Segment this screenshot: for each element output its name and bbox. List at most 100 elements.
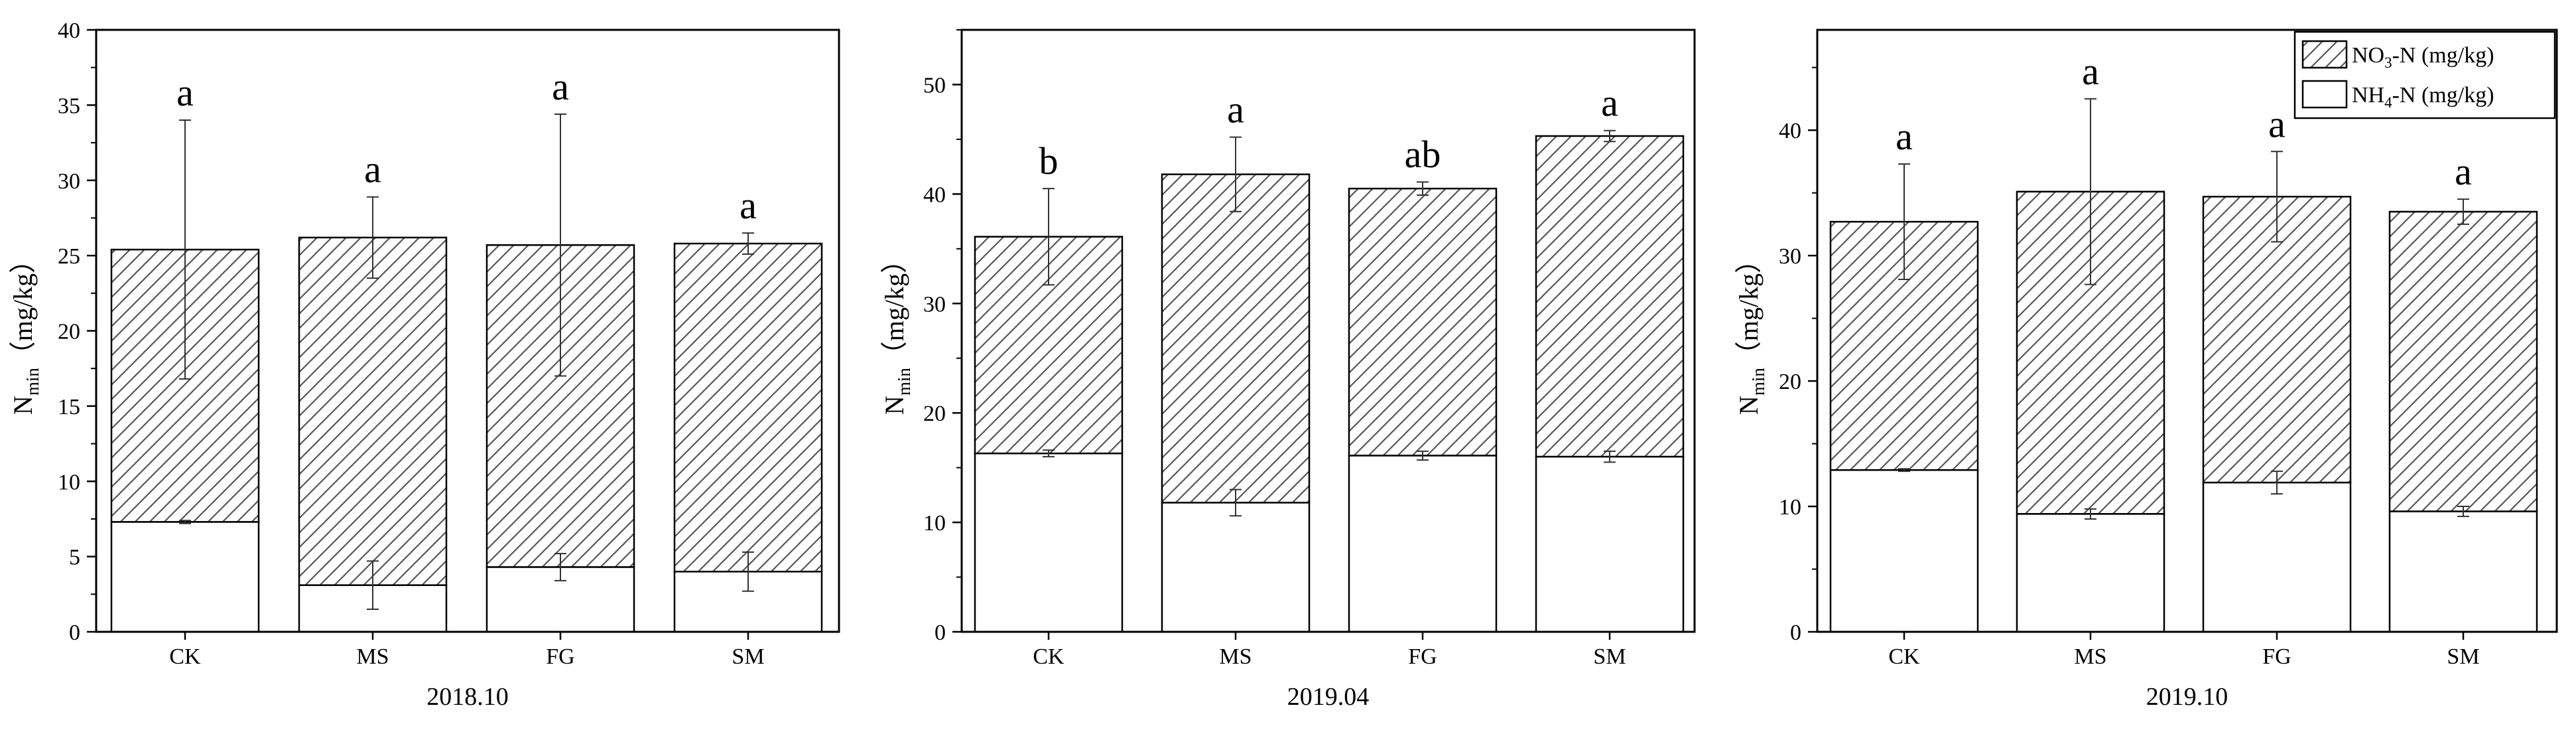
x-tick-label-sm: SM [2447,644,2479,669]
x-tick-label-sm: SM [1593,644,1626,669]
y-tick-label: 10 [923,511,946,536]
y-tick-label: 30 [1779,244,1801,269]
significance-label-sm: a [2455,150,2472,193]
y-tick-label: 0 [1790,621,1801,645]
significance-label-sm: a [740,184,757,227]
bar-no3-sm [1535,135,1685,458]
y-tick-label: 35 [58,94,80,118]
y-tick-label: 40 [1779,119,1801,143]
bar-no3-fg [1348,187,1498,457]
significance-label-ms: a [1227,88,1244,131]
chart-panel-1: a CK a MS a FG a SM 0 5 10 15 20 25 30 35 40 Nmin（mg/kg） 2… [8,19,840,711]
significance-label-ms: a [2082,50,2099,93]
error-bar-nh4-fg [1417,450,1429,461]
error-bar-no3-sm [2457,198,2469,225]
x-tick-label-fg: FG [546,644,574,669]
x-tick-label-ck: CK [1033,644,1064,669]
error-bar-no3-ck [1898,163,1910,281]
error-bar-no3-sm [1604,129,1616,143]
error-bar-no3-ms [1230,136,1242,212]
y-tick-label: 25 [58,244,80,269]
bar-no3-ms [1161,173,1311,504]
error-bar-no3-ck [179,119,191,380]
x-tick-label-fg: FG [1408,644,1437,669]
bar-nh4-ms [1161,502,1311,633]
chart-panel-2: b CK a MS ab FG a SM 0 10 20 30 40 50 Nmin（mg/kg） 2019.… [879,29,1696,711]
error-bar-nh4-ms [367,560,379,610]
y-tick-label: 20 [58,320,80,344]
y-tick-label: 20 [1779,370,1801,394]
error-bar-no3-ms [2085,98,2096,285]
x-tick-label-ms: MS [2074,644,2106,669]
chart-panel-3: a CK a MS a FG a SM 0 10 20 30 40 Nmin（mg/kg） 2019.10 [1734,29,2558,711]
bar-no3-sm [2388,210,2538,512]
y-axis-label: Nmin（mg/kg） [879,247,914,415]
bar-nh4-ms [2016,513,2165,633]
significance-label-ck: b [1039,139,1059,183]
y-tick-label: 20 [923,402,946,426]
bar-no3-fg [2202,196,2352,484]
legend-swatch-1 [2301,40,2348,69]
y-tick-label: 50 [923,73,946,98]
bar-nh4-sm [1535,455,1685,633]
error-bar-nh4-ck [179,520,191,524]
y-tick-label: 10 [58,470,80,494]
y-tick-label: 30 [923,292,946,317]
bar-nh4-ck [1829,469,1979,633]
bar-nh4-fg [1348,455,1498,633]
error-bar-no3-fg [1417,181,1429,196]
y-tick-label: 30 [58,169,80,194]
significance-label-ck: a [176,71,194,114]
legend-swatch-2 [2301,80,2348,109]
error-bar-no3-fg [554,113,566,377]
bar-nh4-ck [110,521,260,633]
y-tick-label: 0 [934,621,946,645]
error-bar-nh4-sm [2457,506,2469,518]
significance-label-fg: ab [1405,133,1441,176]
bar-no3-ms [298,236,448,586]
error-bar-no3-ck [1043,188,1055,286]
significance-label-fg: a [552,65,569,108]
panel-title: 2019.04 [1287,683,1370,711]
x-tick-label-sm: SM [732,644,764,669]
error-bar-nh4-fg [554,553,566,581]
y-axis-label: Nmin（mg/kg） [1734,247,1768,415]
legend: NO3-N (mg/kg) NH4-N (mg/kg) [2293,31,2556,119]
bar-no3-sm [673,242,823,573]
error-bar-nh4-ms [2085,508,2096,520]
panel-title: 2019.10 [2146,683,2228,711]
plot-frame [960,29,1696,633]
bar-nh4-sm [2388,510,2538,633]
error-bar-nh4-sm [742,551,754,592]
bar-nh4-ck [974,452,1124,633]
error-bar-nh4-fg [2271,471,2283,495]
x-tick-label-ck: CK [169,644,201,669]
error-bar-nh4-ck [1898,468,1910,473]
x-tick-label-ck: CK [1888,644,1920,669]
y-axis-label: Nmin（mg/kg） [8,247,42,415]
error-bar-no3-ms [367,196,379,279]
y-tick-label: 5 [69,546,80,570]
x-tick-label-ms: MS [356,644,389,669]
legend-label-2: NH4-N (mg/kg) [2352,83,2494,111]
y-tick-label: 15 [58,395,80,419]
y-tick-label: 0 [69,621,80,645]
panel-title: 2018.10 [426,683,509,711]
significance-label-ck: a [1896,115,1913,158]
bar-nh4-fg [2202,481,2352,633]
x-tick-label-fg: FG [2262,644,2291,669]
error-bar-no3-fg [2271,151,2283,243]
significance-label-fg: a [2268,102,2286,145]
error-bar-nh4-ck [1043,449,1055,458]
legend-label-1: NO3-N (mg/kg) [2352,43,2494,71]
y-tick-label: 40 [58,19,80,43]
plot-frame [1816,29,2558,633]
error-bar-nh4-sm [1604,450,1616,463]
error-bar-nh4-ms [1230,488,1242,517]
y-tick-label: 40 [923,183,946,207]
significance-label-ms: a [364,148,381,191]
significance-label-sm: a [1601,82,1618,125]
error-bar-no3-sm [742,232,754,255]
